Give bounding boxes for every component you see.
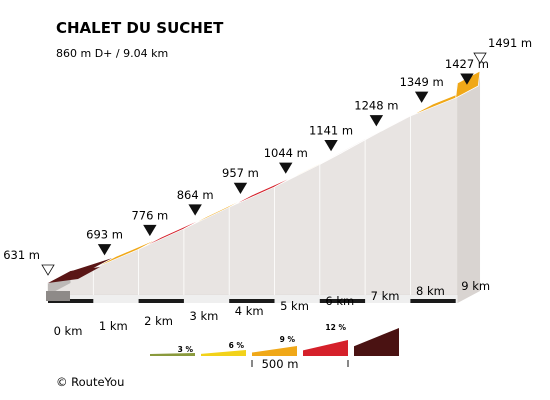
credit-text: © RouteYou (56, 375, 124, 389)
elevation-marker-icon (188, 204, 202, 216)
elevation-marker-icon (279, 162, 293, 174)
x-axis-label: 5 km (280, 299, 309, 313)
x-axis-label: 6 km (325, 294, 354, 308)
scale-stripe (319, 299, 366, 303)
x-axis-label: 4 km (235, 304, 264, 318)
scale-bar-label: 500 m (262, 357, 299, 371)
profile-body (46, 71, 481, 303)
elevation-label: 776 m (131, 208, 168, 222)
scale-stripe (138, 299, 184, 303)
legend-swatch (303, 340, 348, 356)
scale-stripe (229, 299, 275, 303)
elevation-label: 957 m (222, 166, 259, 180)
gradient-segment (455, 70, 481, 99)
scale-stripe (410, 299, 456, 303)
elevation-marker-icon (369, 115, 384, 127)
legend-label: 6 % (229, 341, 245, 350)
profile-front-wall (47, 83, 458, 296)
elevation-label: 1349 m (400, 75, 444, 89)
x-axis-label: 9 km (461, 279, 490, 293)
chart-title: CHALET DU SUCHET (56, 19, 224, 37)
elevation-label: 693 m (86, 228, 123, 242)
elevation-label: 1248 m (354, 99, 398, 113)
elevation-marker-icon (460, 73, 474, 85)
elevation-label: 1044 m (264, 146, 308, 160)
legend-label: 12 % (325, 323, 346, 332)
legend-swatch (252, 346, 297, 356)
elevation-marker-icon (143, 224, 157, 237)
elevation-marker-icon (414, 91, 429, 103)
x-axis-label: 8 km (416, 284, 445, 298)
elevation-marker-icon (324, 140, 338, 152)
x-axis-label: 2 km (144, 314, 173, 328)
elevation-label: 864 m (177, 188, 214, 202)
gradient-legend: 3 % 6 % 9 % 12 % 500 m (150, 323, 399, 371)
legend-swatch (354, 328, 399, 356)
legend-swatch (201, 350, 246, 356)
gradient-segment (48, 267, 100, 283)
scale-stripe (48, 299, 94, 303)
profile-end-wall (457, 71, 481, 303)
legend-label: 3 % (178, 345, 194, 354)
x-axis-label: 3 km (189, 309, 218, 323)
x-axis-labels: 0 km 1 km 2 km 3 km 4 km 5 km 6 km 7 km 8 km 9 km (54, 279, 491, 338)
elevation-label: 1491 m (488, 36, 532, 50)
elevation-marker-icon (233, 182, 248, 194)
legend-label: 9 % (280, 335, 296, 344)
profile-segments (47, 70, 481, 284)
chart-subtitle: 860 m D+ / 9.04 km (56, 47, 168, 60)
endpoint-marker-icon (41, 264, 55, 276)
elevation-marker-icon (97, 244, 112, 256)
legend-swatch (150, 353, 195, 356)
endpoint-marker-icon (473, 52, 487, 64)
x-axis-label: 0 km (54, 324, 83, 338)
elevation-label: 631 m (3, 248, 40, 262)
start-base-block (46, 291, 70, 301)
x-axis-label: 7 km (371, 289, 400, 303)
x-axis-label: 1 km (99, 319, 128, 333)
elevation-label: 1141 m (309, 123, 353, 137)
